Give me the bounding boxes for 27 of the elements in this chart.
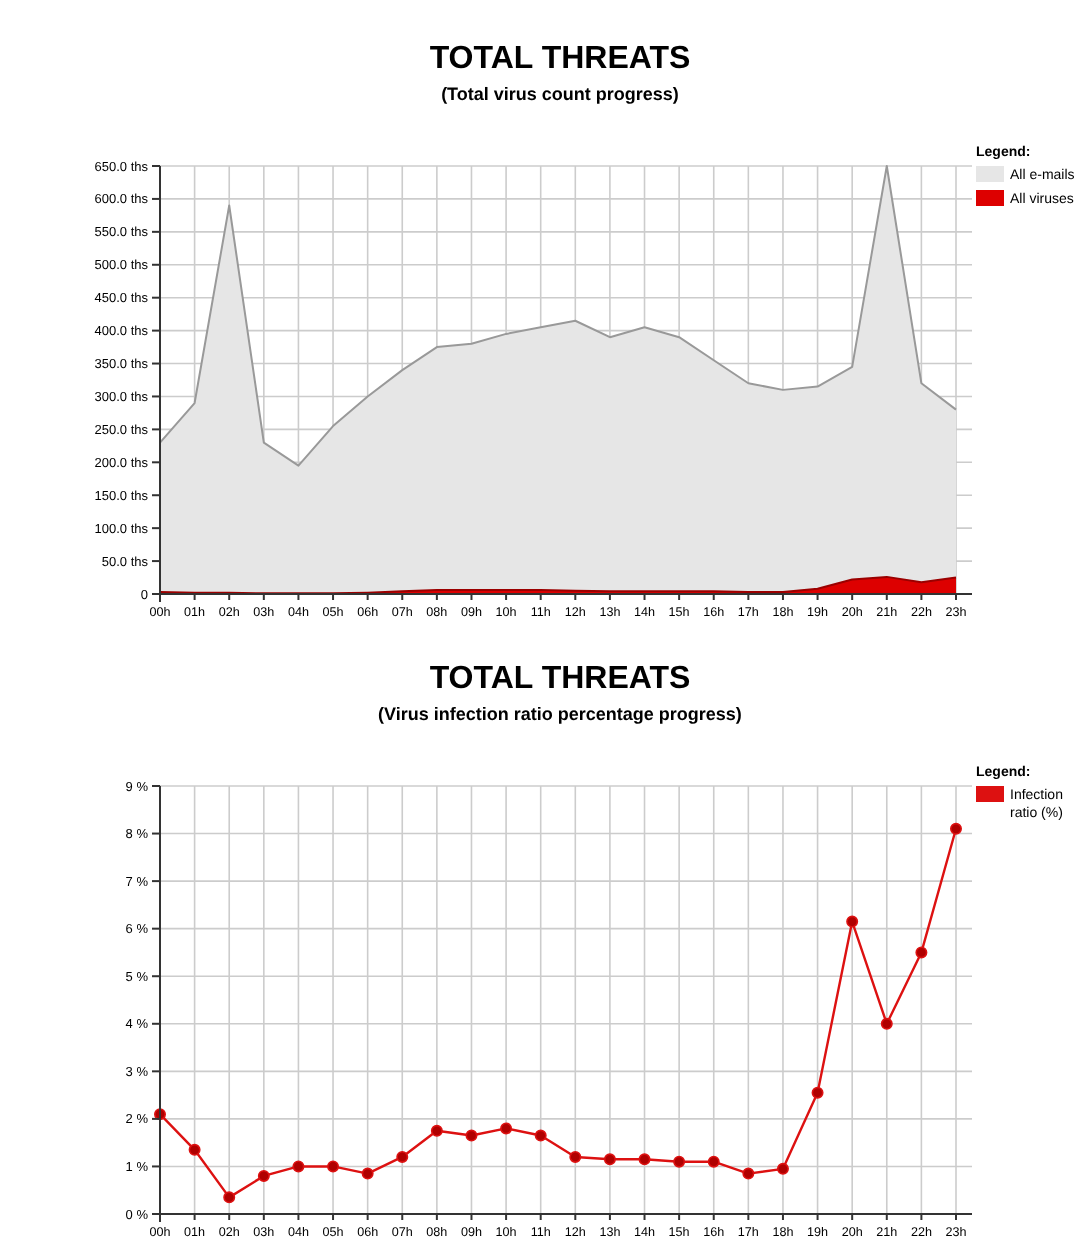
point <box>257 1169 270 1182</box>
point <box>361 1167 374 1180</box>
point <box>776 1162 789 1175</box>
point <box>500 1122 513 1135</box>
point <box>223 1191 236 1204</box>
point <box>880 1017 893 1030</box>
chart-subtitle: (Virus infection ratio percentage progress) <box>378 704 742 724</box>
point <box>430 1124 443 1137</box>
point <box>742 1167 755 1180</box>
point <box>569 1150 582 1163</box>
point <box>292 1160 305 1173</box>
point <box>950 822 962 835</box>
point <box>396 1150 409 1163</box>
point <box>846 915 859 928</box>
point <box>673 1155 686 1168</box>
point <box>465 1129 478 1142</box>
point <box>188 1143 201 1156</box>
chart-title: TOTAL THREATS <box>429 662 692 696</box>
point <box>327 1160 340 1173</box>
point <box>707 1155 720 1168</box>
point <box>603 1153 616 1166</box>
chart-subtitle: (Total virus count progress) <box>441 84 679 104</box>
point <box>811 1086 824 1099</box>
point <box>915 946 928 959</box>
point <box>534 1129 547 1142</box>
point <box>638 1153 651 1166</box>
chart-title: TOTAL THREATS <box>429 42 692 76</box>
